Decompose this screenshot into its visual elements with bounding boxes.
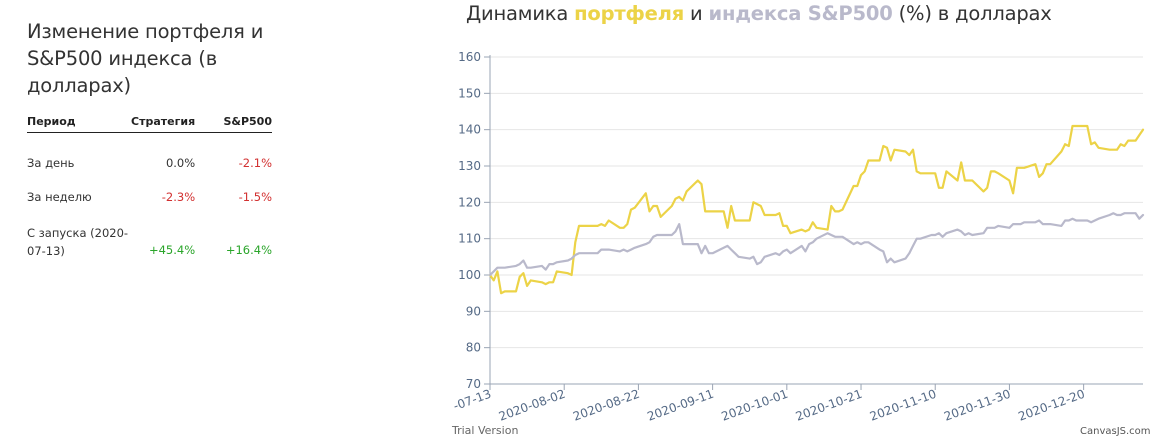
header-period: Период xyxy=(27,115,132,133)
x-tick-label: 2020-10-01 xyxy=(720,387,790,424)
chart-title-part: (%) в долларах xyxy=(892,2,1052,25)
header-strategy: Стратегия xyxy=(131,115,196,133)
row-strategy-week: -2.3% xyxy=(161,190,196,204)
y-tick-label: 160 xyxy=(458,50,481,64)
series-line-sp500 xyxy=(488,212,1145,277)
chart-title-part: и xyxy=(684,2,709,25)
y-tick-label: 90 xyxy=(466,304,481,318)
row-sp500-launch: +16.4% xyxy=(225,243,272,257)
chart-title: Динамика портфеля и индекса S&P500 (%) в… xyxy=(466,2,1052,25)
y-tick-label: 150 xyxy=(458,86,481,100)
series-line-portfolio xyxy=(488,124,1145,295)
row-strategy-day: 0.0% xyxy=(165,156,196,170)
x-tick-label: 2020-08-02 xyxy=(497,387,567,424)
row-sp500-day: -2.1% xyxy=(238,156,272,170)
x-tick-label: 2020-09-11 xyxy=(645,387,715,424)
header-sp500: S&P500 xyxy=(195,115,272,133)
trial-version-label: Trial Version xyxy=(452,424,519,437)
row-period-week: За неделю xyxy=(27,190,92,204)
table-row: За день 0.0% -2.1% xyxy=(27,133,272,170)
grid-lines xyxy=(490,56,1143,349)
row-strategy-launch: +45.4% xyxy=(148,243,196,257)
canvasjs-credit-link[interactable]: CanvasJS.com xyxy=(1080,426,1151,437)
axes xyxy=(484,55,1143,390)
x-tick-label: 2020-11-10 xyxy=(868,387,938,424)
y-tick-label: 120 xyxy=(458,195,481,209)
y-tick-label: 70 xyxy=(466,377,481,391)
x-tick-label: 2020-11-30 xyxy=(942,387,1012,424)
stats-table: Период Стратегия S&P500 За день 0.0% -2.… xyxy=(27,115,272,260)
chart-title-sp500: индекса S&P500 xyxy=(708,2,893,25)
row-period-day: За день xyxy=(27,156,75,170)
table-row: С запуска (2020-07-13) +45.4% +16.4% xyxy=(27,204,272,260)
stats-header-row: Период Стратегия S&P500 xyxy=(27,115,272,133)
chart-title-portfolio: портфеля xyxy=(574,2,685,25)
x-tick-label: 2020-08-22 xyxy=(571,387,641,424)
chart-title-part: Динамика xyxy=(466,2,575,25)
y-tick-label: 110 xyxy=(458,232,481,246)
row-period-launch: С запуска (2020-07-13) xyxy=(27,226,129,258)
x-tick-label: 2020-12-20 xyxy=(1016,387,1086,424)
stats-panel: Изменение портфеля и S&P500 индекса (в д… xyxy=(27,18,277,260)
y-tick-label: 80 xyxy=(466,341,481,355)
series-lines xyxy=(488,124,1145,295)
y-tick-label: 140 xyxy=(458,123,481,137)
x-tick-label: 2020-10-21 xyxy=(794,387,864,424)
row-sp500-week: -1.5% xyxy=(238,190,272,204)
panel-title: Изменение портфеля и S&P500 индекса (в д… xyxy=(27,20,264,97)
table-row: За неделю -2.3% -1.5% xyxy=(27,170,272,204)
y-tick-label: 130 xyxy=(458,159,481,173)
y-tick-label: 100 xyxy=(458,268,481,282)
